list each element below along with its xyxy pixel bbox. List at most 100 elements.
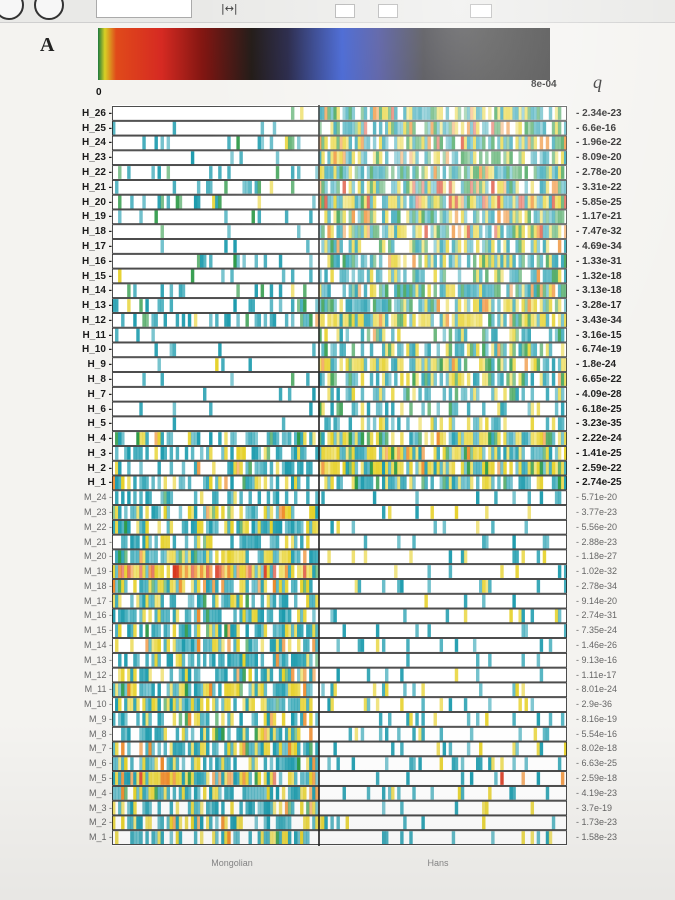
heatmap-cell: [221, 772, 225, 785]
heatmap-cell: [348, 446, 353, 460]
heatmap-cell: [263, 757, 268, 771]
heatmap-cell: [554, 151, 559, 165]
heatmap-cell: [233, 831, 237, 844]
heatmap-cell: [297, 299, 301, 312]
row-label: M_24 -: [83, 492, 112, 503]
heatmap-cell: [275, 831, 280, 844]
heatmap-cell: [472, 313, 477, 327]
heatmap-cell: [336, 136, 340, 150]
heatmap-cell: [400, 668, 404, 682]
row-label: M_14 -: [83, 640, 112, 650]
share-icon[interactable]: [470, 4, 492, 18]
heatmap-cell: [512, 712, 516, 726]
heatmap-cell: [448, 476, 453, 490]
heatmap-cell: [318, 195, 322, 209]
heatmap-cell: [418, 284, 422, 298]
heatmap-cell: [397, 254, 401, 268]
heatmap-cell: [385, 284, 389, 298]
heatmap-cell: [266, 831, 271, 844]
heatmap-cell: [257, 786, 262, 800]
heatmap-cell: [500, 313, 504, 327]
heatmap-cell: [448, 565, 453, 578]
heatmap-cell: [412, 269, 416, 283]
heatmap-cell: [184, 639, 189, 652]
heatmap-cell: [348, 166, 353, 179]
heatmap-cell: [230, 742, 234, 756]
heatmap-cell: [375, 269, 380, 283]
heatmap-cell: [221, 269, 225, 283]
heatmap-cell: [482, 373, 486, 386]
heatmap-cell: [348, 461, 353, 475]
heatmap-cell: [515, 269, 519, 283]
heatmap-cell: [342, 180, 346, 194]
heatmap-cell: [300, 299, 304, 312]
heatmap-cell: [330, 476, 334, 490]
heatmap-cell: [236, 624, 240, 638]
heatmap-cell: [121, 579, 125, 593]
heatmap-cell: [224, 550, 228, 564]
heatmap-cell: [409, 180, 413, 194]
heatmap-cell: [439, 698, 444, 711]
heatmap-cell: [239, 535, 243, 549]
heatmap-cell: [363, 151, 368, 165]
heatmap-cell: [169, 594, 174, 608]
fit-width-icon[interactable]: |↔|: [221, 2, 238, 15]
heatmap-cell: [381, 136, 386, 150]
heatmap-cell: [309, 594, 313, 608]
heatmap-cell: [424, 166, 428, 179]
view-mode-icon[interactable]: [335, 4, 355, 18]
heatmap-cell: [118, 668, 122, 682]
q-value: - 3.77e-23: [576, 506, 618, 517]
heatmap-cell: [139, 816, 143, 830]
heatmap-cell: [154, 579, 158, 593]
heatmap-cell: [345, 358, 349, 372]
heatmap-cell: [521, 683, 525, 697]
heatmap-cell: [391, 402, 395, 416]
heatmap-cell: [375, 328, 380, 342]
heatmap-cell: [227, 698, 231, 711]
page-mode-icon[interactable]: [378, 4, 398, 18]
page-field[interactable]: [96, 0, 192, 18]
heatmap-cell: [557, 609, 562, 623]
heatmap-cell: [418, 180, 422, 194]
heatmap-cell: [372, 299, 377, 312]
heatmap-cell: [227, 757, 231, 771]
heatmap-cell: [345, 136, 349, 150]
heatmap-cell: [351, 254, 356, 268]
heatmap-cell: [300, 772, 304, 785]
heatmap-cell: [415, 180, 419, 194]
back-circle-icon[interactable]: [0, 0, 24, 20]
heatmap-cell: [491, 432, 495, 445]
heatmap-cell: [212, 491, 216, 505]
q-value: - 4.69e-34: [576, 240, 622, 252]
heatmap-cell: [212, 653, 216, 667]
heatmap-cell: [181, 624, 186, 638]
heatmap-cell: [151, 313, 155, 327]
heatmap-cell: [224, 240, 228, 253]
heatmap-cell: [381, 831, 386, 844]
heatmap-cell: [351, 476, 356, 490]
heatmap-cell: [503, 313, 507, 327]
heatmap-cell: [515, 136, 519, 150]
heatmap-cell: [112, 816, 116, 830]
heatmap-cell: [412, 535, 416, 549]
heatmap-cell: [151, 624, 155, 638]
heatmap-cell: [251, 579, 255, 593]
info-circle-icon[interactable]: [34, 0, 64, 20]
heatmap-cell: [388, 225, 392, 239]
heatmap-cell: [312, 668, 316, 682]
heatmap-cell: [421, 712, 425, 726]
heatmap-cell: [154, 136, 158, 150]
heatmap-cell: [166, 653, 171, 667]
heatmap-cell: [512, 166, 516, 179]
heatmap-cell: [254, 816, 258, 830]
heatmap-cell: [491, 240, 495, 253]
heatmap-cell: [391, 446, 395, 460]
heatmap-cell: [272, 712, 277, 726]
heatmap-cell: [209, 609, 213, 623]
heatmap-cell: [193, 535, 198, 549]
heatmap-cell: [385, 166, 389, 179]
heatmap-cell: [284, 683, 289, 697]
heatmap-cell: [199, 446, 204, 460]
heatmap-cell: [281, 816, 286, 830]
